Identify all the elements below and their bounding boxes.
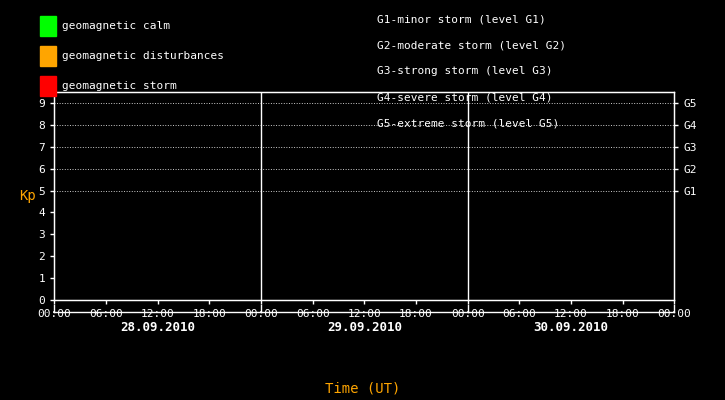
- Text: G5-extreme storm (level G5): G5-extreme storm (level G5): [377, 118, 559, 128]
- Text: 28.09.2010: 28.09.2010: [120, 321, 195, 334]
- Text: geomagnetic calm: geomagnetic calm: [62, 21, 170, 31]
- Text: 30.09.2010: 30.09.2010: [534, 321, 608, 334]
- Text: geomagnetic disturbances: geomagnetic disturbances: [62, 51, 223, 61]
- Text: G3-strong storm (level G3): G3-strong storm (level G3): [377, 66, 552, 76]
- Text: G4-severe storm (level G4): G4-severe storm (level G4): [377, 92, 552, 102]
- Text: G1-minor storm (level G1): G1-minor storm (level G1): [377, 14, 546, 24]
- Text: 29.09.2010: 29.09.2010: [327, 321, 402, 334]
- Text: geomagnetic storm: geomagnetic storm: [62, 81, 176, 91]
- Y-axis label: Kp: Kp: [19, 189, 36, 203]
- Text: Time (UT): Time (UT): [325, 381, 400, 395]
- Text: G2-moderate storm (level G2): G2-moderate storm (level G2): [377, 40, 566, 50]
